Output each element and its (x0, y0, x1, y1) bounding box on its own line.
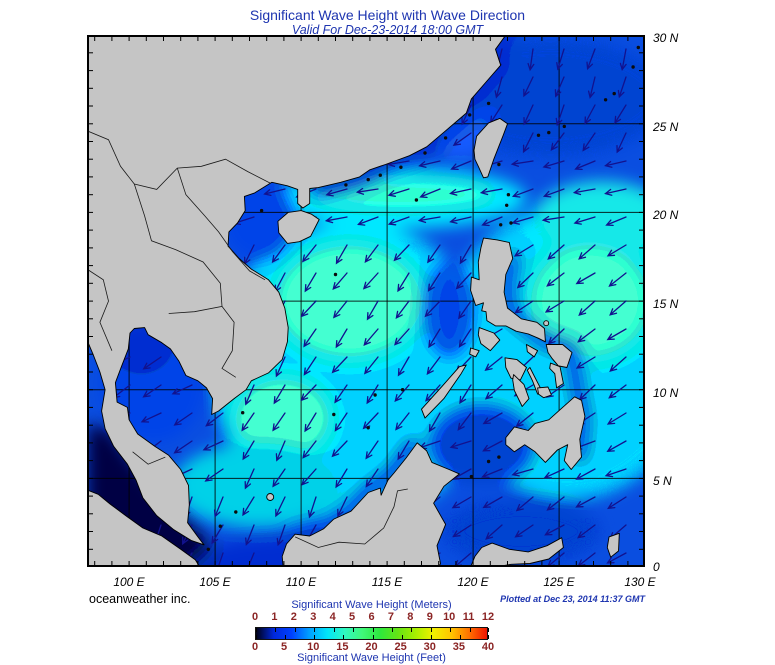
meters-tick-mark (430, 628, 432, 632)
lat-label: 5 N (653, 474, 672, 488)
meters-tick-label: 6 (368, 611, 375, 623)
feet-tick-label: 20 (365, 641, 378, 653)
feet-tick-mark (285, 635, 287, 639)
feet-tick-label: 40 (481, 641, 495, 653)
feet-tick-mark (401, 635, 403, 639)
meters-tick-mark (353, 628, 355, 632)
feet-tick-mark (372, 635, 374, 639)
lat-label: 10 N (653, 386, 679, 400)
lat-label: 30 N (653, 31, 679, 45)
lon-label: 110 E (285, 575, 317, 589)
feet-tick-mark (430, 635, 432, 639)
feet-tick-label: 0 (251, 641, 259, 653)
lon-label: 100 E (113, 575, 145, 589)
meters-tick-label: 2 (290, 611, 297, 623)
meters-tick-mark (256, 628, 257, 632)
feet-tick-mark (256, 635, 257, 639)
lat-label: 0 (653, 560, 660, 574)
legend-feet-title: Significant Wave Height (Feet) (297, 652, 446, 664)
lat-label: 15 N (653, 297, 679, 311)
lon-label: 105 E (199, 575, 231, 589)
oceanweather-branding: oceanweather inc. (89, 592, 191, 606)
lon-label: 130 E (624, 575, 656, 589)
meters-tick-mark (275, 628, 277, 632)
meters-tick-label: 10 (443, 611, 456, 623)
meters-tick-label: 4 (329, 611, 336, 623)
meters-tick-mark (372, 628, 374, 632)
meters-tick-mark (314, 628, 316, 632)
meters-tick-mark (488, 628, 489, 632)
page-title: Significant Wave Height with Wave Direct… (249, 7, 526, 23)
feet-tick-mark (343, 635, 345, 639)
meters-tick-label: 8 (407, 611, 414, 623)
meters-tick-label: 9 (426, 611, 433, 623)
meters-tick-mark (411, 628, 413, 632)
feet-tick-label: 10 (307, 641, 320, 653)
valid-time-subtitle: Valid For Dec-23-2014 18:00 GMT (291, 23, 484, 37)
feet-tick-label: 30 (423, 641, 436, 653)
wave-map-svg (87, 35, 645, 567)
meters-tick-mark (333, 628, 335, 632)
lat-label: 25 N (653, 120, 679, 134)
feet-tick-label: 15 (336, 641, 349, 653)
feet-tick-label: 35 (452, 641, 466, 653)
legend-meters-title: Significant Wave Height (Meters) (291, 599, 452, 611)
feet-tick-mark (314, 635, 316, 639)
wave-height-colorbar (255, 627, 489, 640)
meters-tick-mark (391, 628, 393, 632)
meters-tick-label: 7 (387, 611, 394, 623)
feet-tick-label: 25 (394, 641, 407, 653)
lon-label: 125 E (543, 575, 575, 589)
meters-tick-label: 1 (271, 611, 278, 623)
meters-tick-mark (450, 628, 452, 632)
meters-tick-label: 12 (481, 611, 495, 623)
lat-label: 20 N (653, 208, 679, 222)
meters-tick-mark (294, 628, 296, 632)
feet-tick-mark (488, 635, 489, 639)
meters-tick-label: 0 (251, 611, 259, 623)
feet-tick-mark (459, 635, 461, 639)
plotted-timestamp: Plotted at Dec 23, 2014 11:37 GMT (500, 594, 645, 604)
lon-label: 115 E (371, 575, 403, 589)
meters-tick-label: 3 (310, 611, 317, 623)
meters-tick-label: 5 (349, 611, 356, 623)
map-canvas (87, 35, 645, 567)
feet-tick-label: 5 (281, 641, 288, 653)
meters-tick-label: 11 (462, 611, 475, 623)
meters-tick-mark (469, 628, 471, 632)
lon-label: 120 E (457, 575, 489, 589)
